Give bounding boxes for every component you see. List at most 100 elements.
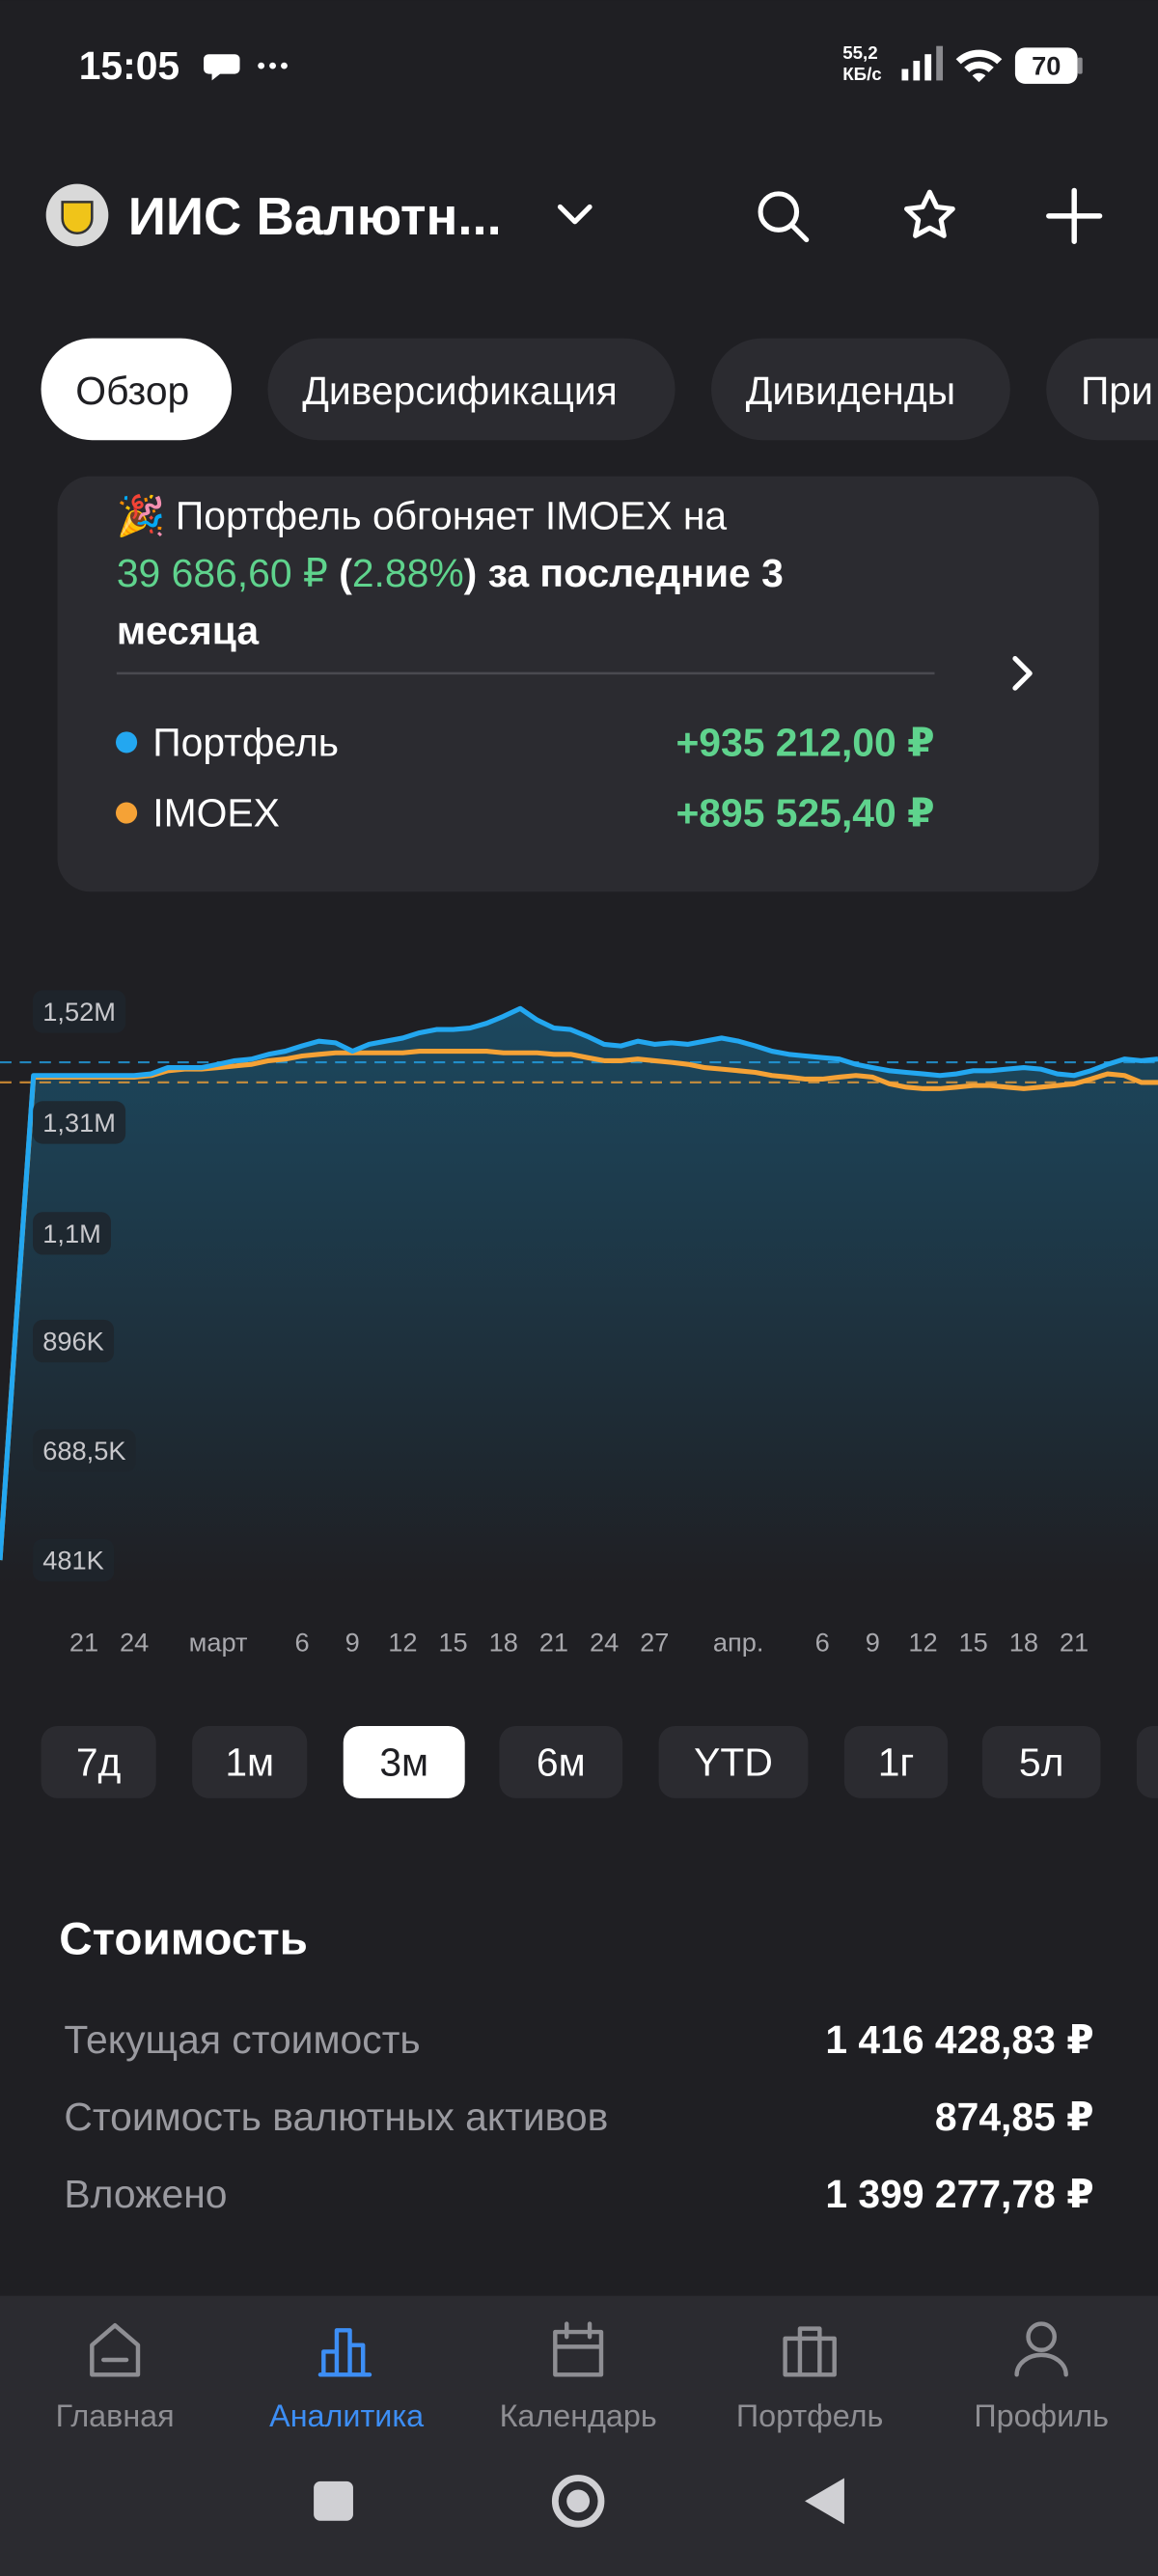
bottom-nav [0,2295,1158,2576]
row-label: Стоимость валютных активов [64,2095,608,2139]
network-unit: КБ/с [842,64,882,84]
period-button[interactable] [843,1725,949,1798]
tab[interactable] [1046,338,1158,441]
x-tick-label: 24 [590,1628,619,1658]
period-label[interactable]: 5л [1019,1740,1064,1784]
x-tick-label: 12 [908,1628,937,1658]
x-tick-label: 27 [640,1628,669,1658]
tab-label[interactable]: При [1081,369,1153,413]
period-button[interactable] [343,1725,465,1798]
banner-segment: 39 686,60 ₽ [117,551,328,595]
period-label[interactable]: 7д [76,1740,122,1784]
tabs: Обзор Диверсификация Дивиденды При [41,338,1158,441]
signal-bar [901,69,909,81]
legend-label: Портфель [152,720,339,764]
system-back[interactable] [805,2478,844,2525]
area [0,1008,1158,1585]
system-home-dot [566,2489,591,2513]
y-tick-bg [33,1101,126,1144]
x-tick-label: 24 [120,1628,149,1658]
battery-level: 70 [1032,51,1061,81]
dropdown-chevron[interactable] [557,204,593,225]
nav-label[interactable]: Портфель [736,2398,884,2433]
favorite-button[interactable] [904,189,955,238]
y-tick-bg [33,1538,115,1582]
x-tick-label: 9 [345,1628,360,1658]
y-tick-label: 1,1M [42,1219,101,1248]
line [0,1005,1158,1561]
banner-card [57,476,1099,892]
system-recents[interactable] [314,2480,353,2521]
add-button[interactable] [1046,187,1103,244]
dot [281,62,288,69]
account-title[interactable]: ИИС Валютн... [128,187,502,246]
row-value: 1 399 277,78 ₽ [825,2172,1093,2216]
banner-line: 🎉 Портфель обгоняет IMOEX на [117,492,728,539]
banner-text: Портфель обгоняет IMOEX на [176,493,727,537]
period-selector: 7д 1м 3м 6м YTD 1г 5л [41,1725,1158,1798]
chart: 1,52M 1,31M 1,1M 896K 688,5K 481K 21 24 март 6 9 12… [0,990,1158,1658]
y-tick-label: 896K [42,1326,104,1356]
period-label[interactable]: 3м [379,1740,428,1784]
legend-label: IMOEX [152,791,280,836]
tab-label[interactable]: Диверсификация [302,369,618,413]
period-label[interactable]: 6м [537,1740,586,1784]
banner-chevron[interactable] [1012,656,1033,691]
nav-label[interactable]: Главная [56,2398,175,2433]
x-tick-label: 9 [866,1628,880,1658]
signal-bar [936,45,944,81]
legend-change: +895 525,40 ₽ [676,791,934,836]
legend: Портфель +935 212,00 ₽ IMOEX +895 525,40 ₽ [116,720,935,836]
tab[interactable] [267,338,676,441]
row-value: 1 416 428,83 ₽ [825,2017,1093,2062]
calendar-icon [553,2321,604,2377]
period-button[interactable] [499,1725,623,1798]
wifi-icon [955,49,1003,83]
chat-icon [204,54,240,81]
y-tick-label: 481K [42,1546,104,1576]
period-button[interactable] [192,1725,308,1798]
banner-segment: 2.88% [352,551,464,595]
account-logo[interactable] [45,183,109,247]
row-label: Вложено [64,2172,227,2216]
x-tick-label: 21 [69,1628,98,1658]
analytics-icon [317,2328,372,2377]
period-button[interactable] [981,1725,1101,1798]
nav-labels: Главная Аналитика Календарь Портфель Профиль [56,2398,1109,2433]
period-button[interactable] [41,1725,156,1798]
period-label[interactable]: YTD [694,1740,773,1784]
nav-label[interactable]: Профиль [974,2398,1109,2433]
x-tick-label: 6 [294,1628,309,1658]
tab-label[interactable]: Дивиденды [746,369,955,413]
profile-icon [1014,2321,1068,2377]
search-button[interactable] [758,191,810,243]
signal-bar [913,61,921,81]
period-label[interactable]: 1м [225,1740,274,1784]
period-label[interactable]: 1г [878,1740,915,1784]
legend-dot [116,731,138,754]
legend-dot [116,802,138,824]
tab[interactable] [41,338,232,441]
legend-change: +935 212,00 ₽ [676,720,934,764]
network-speed: 55,2 [842,42,877,63]
portfolio-icon [783,2326,837,2377]
x-tick-label: 18 [489,1628,518,1658]
nav-label[interactable]: Календарь [500,2398,657,2433]
banner-segment: ) за последние 3 [464,551,784,595]
x-tick-label: 15 [438,1628,467,1658]
y-tick-bg [33,1429,136,1472]
x-tick-label: 21 [1060,1628,1089,1658]
tab-label[interactable]: Обзор [75,369,189,413]
period-button[interactable] [1136,1725,1158,1798]
home-icon [90,2323,141,2377]
nav-label[interactable]: Аналитика [269,2398,424,2433]
period-button[interactable] [658,1725,809,1798]
dot [258,62,265,69]
x-tick-label: 18 [1009,1628,1038,1658]
nav-icons [90,2321,1068,2377]
tab[interactable] [711,338,1010,441]
x-tick-label: апр. [713,1628,764,1658]
system-home[interactable] [551,2475,605,2528]
